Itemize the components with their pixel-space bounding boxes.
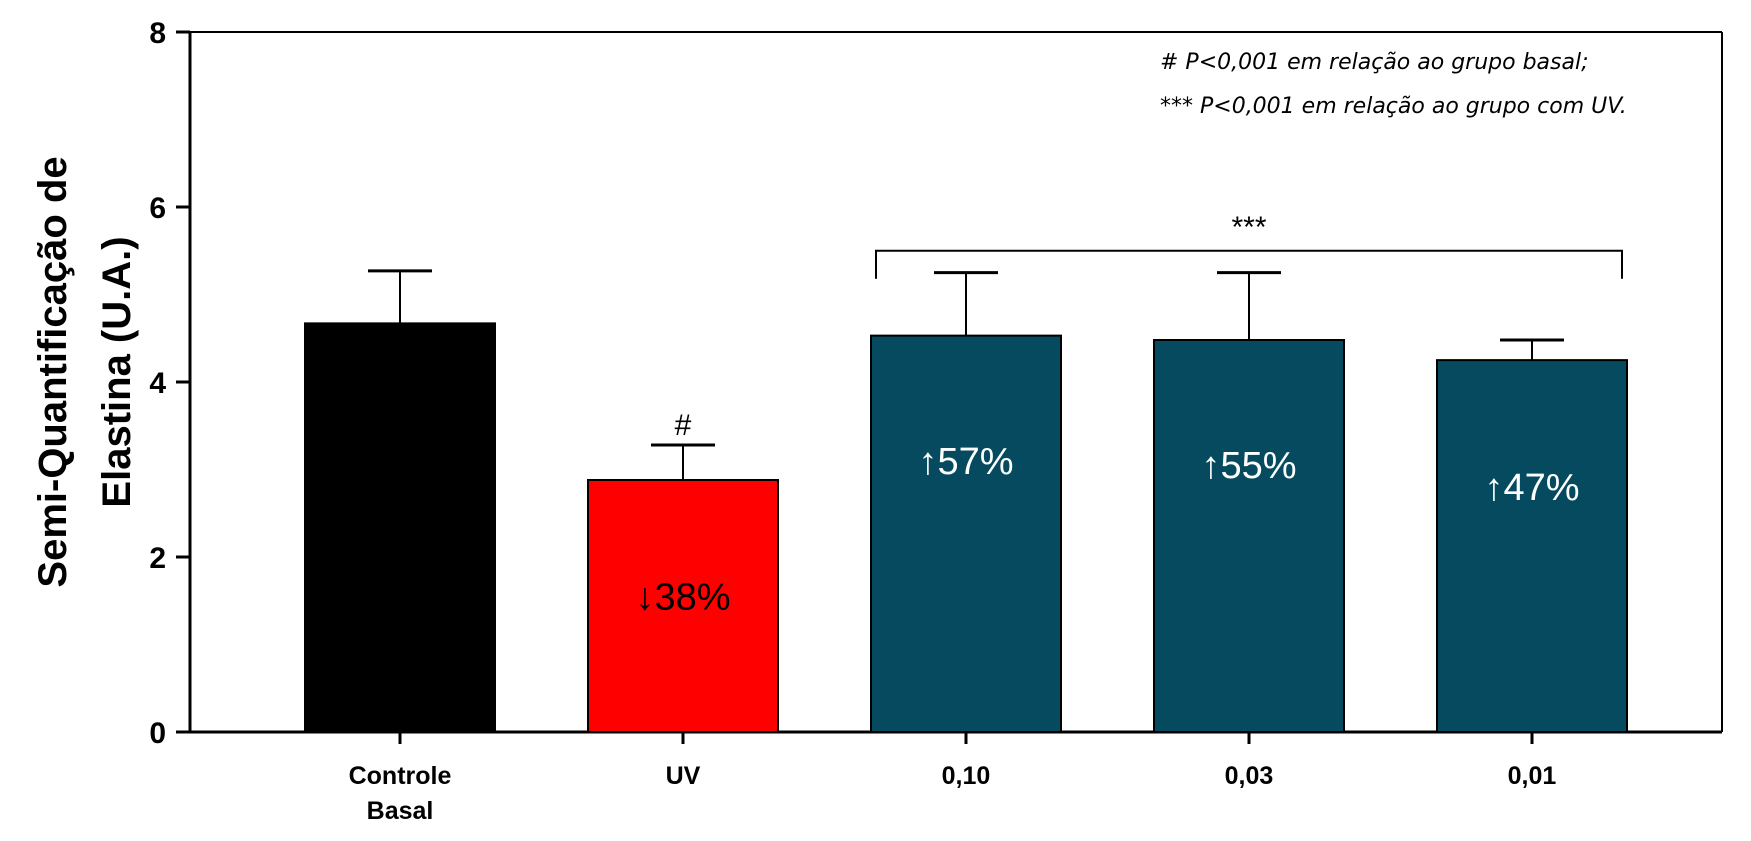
note-line-2: *** P<0,001 em relação ao grupo com UV. xyxy=(1160,94,1627,119)
annotation-notes: # P<0,001 em relação ao grupo basal; ***… xyxy=(1160,50,1627,119)
y-axis-title: Semi-Quantificação de Elastina (U.A.) xyxy=(31,156,139,587)
y-axis-title-line1: Semi-Quantificação de xyxy=(31,156,75,587)
bar xyxy=(870,334,1062,733)
y-tick-label: 0 xyxy=(149,717,166,750)
x-tick-label: 0,10 xyxy=(942,762,991,790)
bar-percent-label: ↓38% xyxy=(635,576,730,618)
y-tick-label: 8 xyxy=(149,17,166,50)
bars: ↓38% # ↑57% ↑55% ↑47% xyxy=(304,269,1628,733)
y-tick-label: 2 xyxy=(149,542,166,575)
significance-bracket: *** xyxy=(875,211,1623,279)
note-line-1: # P<0,001 em relação ao grupo basal; xyxy=(1160,50,1588,75)
y-tick-label: 6 xyxy=(149,192,166,225)
bar-percent-label: ↑55% xyxy=(1201,445,1296,487)
bracket-line xyxy=(875,249,1623,279)
x-tick-label: UV xyxy=(666,762,701,790)
x-axis-category-labels: Controle Basal UV 0,10 0,03 0,01 xyxy=(349,732,1557,825)
bar xyxy=(587,479,779,733)
bar xyxy=(1153,339,1345,733)
bar-percent-label: ↑57% xyxy=(918,441,1013,483)
x-tick-label: Basal xyxy=(367,797,434,825)
bar xyxy=(304,322,496,733)
x-tick-label: 0,03 xyxy=(1225,762,1274,790)
x-tick-label: Controle xyxy=(349,762,452,790)
y-tick-label: 4 xyxy=(149,367,166,400)
bar xyxy=(1436,359,1628,733)
y-axis-title-line2: Elastina (U.A.) xyxy=(95,236,139,507)
uv-significance-marker: # xyxy=(675,409,692,442)
y-axis-ticks: 0 2 4 6 8 xyxy=(149,17,190,750)
bar-percent-label: ↑47% xyxy=(1484,467,1579,509)
bracket-label: *** xyxy=(1231,211,1266,244)
x-tick-label: 0,01 xyxy=(1508,762,1557,790)
